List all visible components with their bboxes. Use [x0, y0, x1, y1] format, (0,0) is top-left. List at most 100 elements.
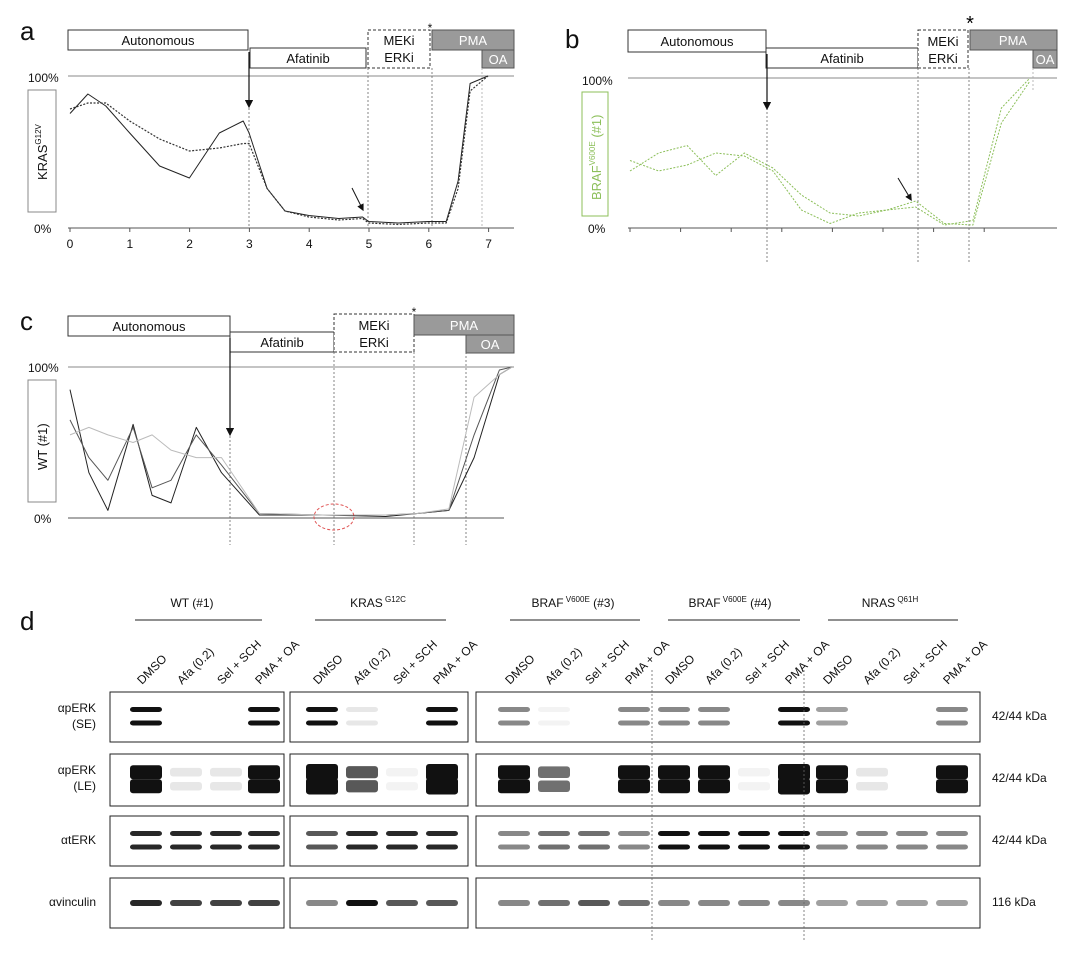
- timeline-autonomous-box: [627, 29, 767, 53]
- blot-row-label: αvinculin: [49, 895, 96, 909]
- blot-band: [618, 779, 650, 794]
- blot-band: [578, 900, 610, 906]
- timeline-autonomous-label: Autonomous: [122, 33, 195, 48]
- blot-band: [698, 707, 730, 712]
- blot-band: [936, 720, 968, 726]
- timeline-meki-label: MEKi: [927, 34, 958, 49]
- x-tick-label: 5: [366, 237, 373, 251]
- timeline-pma-label: PMA: [459, 33, 488, 48]
- blot-kda-label: 42/44 kDa: [992, 709, 1047, 723]
- blot-band: [248, 765, 280, 780]
- panel-d: d WT (#1) KRAS G12C BRAF V600E (#3) BRAF V6…: [20, 595, 1047, 940]
- blot-band: [498, 831, 530, 836]
- timeline-pma-label: PMA: [999, 33, 1028, 48]
- blot-group-title: WT (#1): [170, 596, 213, 610]
- blot-lane-label: DMSO: [820, 652, 855, 687]
- timeline-meki-erki-box: [917, 29, 969, 69]
- blot-frame: [475, 691, 981, 743]
- blot-band: [248, 831, 280, 836]
- blot-lane-label: DMSO: [662, 652, 697, 687]
- blot-band: [738, 782, 770, 791]
- panel-c-lines: [69, 366, 513, 517]
- pct-100-label: 100%: [28, 71, 59, 85]
- blot-frame: [109, 691, 285, 743]
- blot-band: [426, 831, 458, 836]
- blot-band: [778, 900, 810, 906]
- blot-band: [346, 831, 378, 836]
- blot-band: [896, 831, 928, 836]
- timeline-star: *: [966, 13, 974, 35]
- blot-band: [658, 765, 690, 780]
- blot-lane-label: PMA + OA: [940, 637, 990, 687]
- timeline-autonomous-box: [67, 29, 249, 51]
- blot-band: [816, 831, 848, 836]
- timeline-meki-erki-box: [333, 313, 415, 353]
- blot-band: [170, 781, 202, 791]
- timeline-star: *: [412, 305, 417, 319]
- blot-band: [538, 720, 570, 726]
- blot-band: [498, 765, 530, 780]
- blot-lane-label: Afa (0.2): [860, 645, 902, 687]
- timeline-erki-label: ERKi: [384, 50, 414, 65]
- blot-band: [618, 707, 650, 712]
- blot-band: [130, 765, 162, 780]
- blot-frame: [109, 815, 285, 867]
- ylabel-b: BRAFV600E (#1): [588, 115, 604, 200]
- blot-band: [778, 831, 810, 836]
- timeline-autonomous-box: [67, 315, 231, 337]
- blot-kda-label: 116 kDa: [992, 895, 1036, 909]
- blot-kda-label: 42/44 kDa: [992, 833, 1047, 847]
- timeline-oa-box: [1032, 49, 1058, 69]
- blot-lane-label: DMSO: [134, 652, 169, 687]
- blot-group-title: BRAF V600E (#4): [689, 595, 772, 610]
- panel-a: a Autonomous Afatinib MEKi ERKi PMA OA *…: [20, 16, 515, 251]
- timeline-erki-label: ERKi: [359, 335, 389, 350]
- blot-band: [346, 766, 378, 779]
- blot-group-title: KRAS G12C: [350, 595, 406, 610]
- blot-band: [170, 767, 202, 777]
- ylabel-box-c: [27, 379, 57, 503]
- timeline-meki-erki-box: [367, 29, 431, 69]
- blot-band: [538, 844, 570, 850]
- panel-a-letter: a: [20, 16, 35, 46]
- blot-lane-label: Afa (0.2): [174, 645, 216, 687]
- pct-0-label: 0%: [34, 512, 52, 526]
- series-line: [69, 75, 489, 226]
- x-tick-label: 7: [485, 237, 492, 251]
- blot-band: [658, 844, 690, 850]
- pct-0-label: 0%: [34, 222, 52, 236]
- timeline-afatinib-label: Afatinib: [260, 335, 303, 350]
- blot-rows: αpERK (SE) 42/44 kDa αpERK (LE) 42/44 kDa αtER…: [49, 670, 1047, 940]
- blot-band: [936, 900, 968, 906]
- timeline-meki-label: MEKi: [383, 33, 414, 48]
- blot-kda-label: 42/44 kDa: [992, 771, 1047, 785]
- blot-band: [738, 844, 770, 850]
- x-tick-label: 3: [246, 237, 253, 251]
- blot-band: [538, 707, 570, 712]
- blot-band: [618, 831, 650, 836]
- arrow-resistance: [897, 177, 912, 202]
- blot-band: [426, 720, 458, 726]
- blot-band: [618, 900, 650, 906]
- highlight-circle: [313, 503, 355, 531]
- ylabel-box-a: [27, 89, 57, 213]
- blot-band: [538, 780, 570, 793]
- blot-band: [130, 779, 162, 794]
- blot-band: [658, 831, 690, 836]
- timeline-autonomous-label: Autonomous: [113, 319, 186, 334]
- blot-band: [856, 900, 888, 906]
- blot-band: [658, 707, 690, 712]
- blot-band: [698, 779, 730, 794]
- blot-band: [778, 707, 810, 712]
- blot-band: [306, 844, 338, 850]
- timeline-autonomous-label: Autonomous: [661, 34, 734, 49]
- blot-band: [170, 844, 202, 850]
- timeline-oa-label: OA: [489, 52, 508, 67]
- series-line: [69, 366, 513, 517]
- ylabel-box-b: [581, 91, 609, 217]
- blot-lane-label: Afa (0.2): [542, 645, 584, 687]
- blot-band: [816, 779, 848, 794]
- blot-band: [248, 707, 280, 712]
